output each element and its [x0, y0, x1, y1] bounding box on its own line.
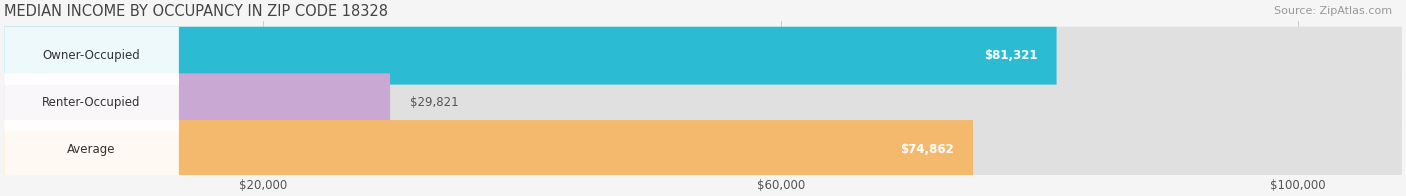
Text: $29,821: $29,821 — [409, 96, 458, 109]
FancyBboxPatch shape — [4, 74, 179, 131]
FancyBboxPatch shape — [4, 27, 1402, 85]
Text: $74,862: $74,862 — [900, 142, 953, 155]
Text: MEDIAN INCOME BY OCCUPANCY IN ZIP CODE 18328: MEDIAN INCOME BY OCCUPANCY IN ZIP CODE 1… — [4, 4, 388, 19]
FancyBboxPatch shape — [4, 120, 1402, 178]
Text: $81,321: $81,321 — [984, 49, 1038, 62]
FancyBboxPatch shape — [4, 74, 1402, 131]
FancyBboxPatch shape — [4, 74, 389, 131]
Text: Owner-Occupied: Owner-Occupied — [42, 49, 141, 62]
FancyBboxPatch shape — [4, 120, 179, 178]
FancyBboxPatch shape — [4, 27, 179, 85]
FancyBboxPatch shape — [4, 27, 1056, 85]
Text: Source: ZipAtlas.com: Source: ZipAtlas.com — [1274, 6, 1392, 16]
Text: Average: Average — [67, 142, 115, 155]
Text: Renter-Occupied: Renter-Occupied — [42, 96, 141, 109]
FancyBboxPatch shape — [4, 120, 973, 178]
